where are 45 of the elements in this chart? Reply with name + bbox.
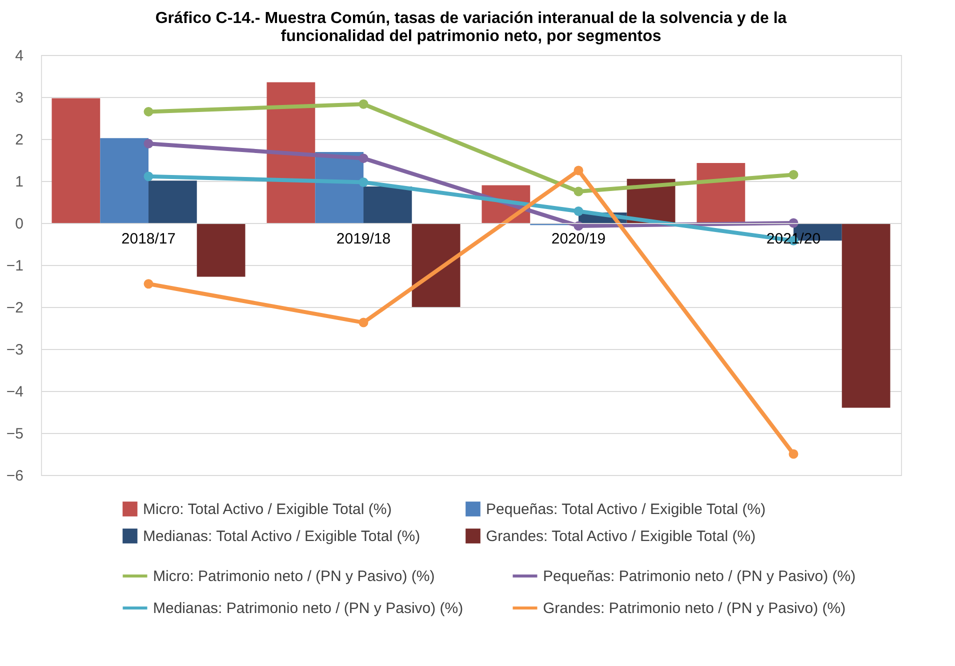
point <box>358 154 368 164</box>
bar <box>196 223 246 277</box>
y-tick-label: 3 <box>15 90 24 106</box>
bar <box>100 138 148 223</box>
y-tick-label: −2 <box>6 300 24 316</box>
x-tick-label: 2020/19 <box>551 230 606 248</box>
legend-label: Medianas: Patrimonio neto / (PN y Pasivo) (%) <box>153 600 464 617</box>
point <box>574 186 584 196</box>
bar <box>842 223 890 408</box>
chart-title: Gráfico C-14.- Muestra Común, tasas de variación interanual de la solvencia y de la funcionalidad del patrimonio neto, por segmentos <box>155 10 787 45</box>
bar <box>412 223 460 307</box>
y-tick-label: 0 <box>15 216 24 232</box>
bar <box>266 82 316 223</box>
y-tick-label: 1 <box>15 174 24 190</box>
y-tick-label: −3 <box>6 342 24 358</box>
point <box>358 318 368 328</box>
point <box>788 170 798 180</box>
legend-label: Grandes: Patrimonio neto / (PN y Pasivo) (%) <box>543 600 846 617</box>
point <box>144 138 154 148</box>
point <box>574 166 584 176</box>
point <box>144 106 154 116</box>
point <box>788 449 798 459</box>
y-tick-label: 4 <box>15 48 24 64</box>
legend-label: Micro: Total Activo / Exigible Total (%) <box>143 501 392 518</box>
bar <box>696 162 746 223</box>
bar <box>364 186 412 223</box>
y-tick-label: −6 <box>6 468 24 484</box>
y-tick-label: 2 <box>15 132 24 148</box>
y-tick-label: −5 <box>6 426 24 442</box>
legend-label: Grandes: Total Activo / Exigible Total (%) <box>486 528 756 545</box>
point <box>574 206 584 216</box>
legend-label: Micro: Patrimonio neto / (PN y Pasivo) (%) <box>153 568 435 585</box>
x-tick-label: 2019/18 <box>336 230 391 248</box>
legend-label: Pequeñas: Patrimonio neto / (PN y Pasivo) (%) <box>543 568 856 585</box>
bar <box>148 180 197 223</box>
y-tick-label: −1 <box>6 258 24 274</box>
legend-label: Medianas: Total Activo / Exigible Total (%) <box>143 528 420 545</box>
point <box>358 99 368 109</box>
legend-label: Pequeñas: Total Activo / Exigible Total (%) <box>486 501 766 518</box>
point <box>144 279 154 289</box>
x-tick-label: 2018/17 <box>121 230 176 248</box>
point <box>358 178 368 187</box>
bar <box>52 98 100 223</box>
point <box>144 172 154 182</box>
y-tick-label: −4 <box>6 384 24 400</box>
